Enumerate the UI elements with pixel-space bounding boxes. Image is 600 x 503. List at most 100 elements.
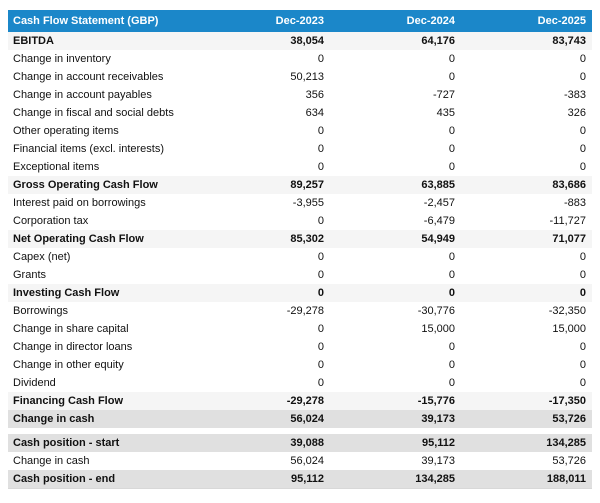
row-value: -15,776 (330, 392, 461, 410)
column-header-dec-2023: Dec-2023 (199, 10, 330, 32)
row-value: 0 (330, 122, 461, 140)
table-row: Grants 0 0 0 (8, 266, 592, 284)
row-value: 0 (199, 158, 330, 176)
row-value: 53,726 (461, 410, 592, 428)
row-value: 38,054 (199, 32, 330, 50)
row-value: 89,257 (199, 176, 330, 194)
row-value: 134,285 (330, 470, 461, 489)
row-value: 0 (330, 266, 461, 284)
row-value: 134,285 (461, 434, 592, 452)
row-value: 0 (330, 356, 461, 374)
row-value: 0 (461, 374, 592, 392)
row-value: 0 (199, 212, 330, 230)
row-label: Change in director loans (8, 338, 199, 356)
row-value: 85,302 (199, 230, 330, 248)
row-value: 83,743 (461, 32, 592, 50)
table-row: Change in cash 56,024 39,173 53,726 (8, 452, 592, 470)
row-value: 39,173 (330, 410, 461, 428)
row-value: 56,024 (199, 410, 330, 428)
row-value (330, 428, 461, 434)
row-value: 435 (330, 104, 461, 122)
table-header-row: Cash Flow Statement (GBP) Dec-2023 Dec-2… (8, 10, 592, 32)
table-row: Gross Operating Cash Flow 89,257 63,885 … (8, 176, 592, 194)
cash-flow-statement-page: Cash Flow Statement (GBP) Dec-2023 Dec-2… (8, 10, 592, 489)
row-value: 0 (199, 248, 330, 266)
table-row: EBITDA 38,054 64,176 83,743 (8, 32, 592, 50)
row-value: 0 (199, 356, 330, 374)
row-label: Exceptional items (8, 158, 199, 176)
row-value: 0 (461, 68, 592, 86)
table-row: Capex (net) 0 0 0 (8, 248, 592, 266)
table-row: Net Operating Cash Flow 85,302 54,949 71… (8, 230, 592, 248)
row-value: 0 (330, 374, 461, 392)
table-row: Change in account receivables 50,213 0 0 (8, 68, 592, 86)
row-value: 0 (461, 356, 592, 374)
row-value: 0 (199, 122, 330, 140)
table-row: Change in share capital 0 15,000 15,000 (8, 320, 592, 338)
row-value: -6,479 (330, 212, 461, 230)
table-row: Interest paid on borrowings -3,955 -2,45… (8, 194, 592, 212)
row-value: 188,011 (461, 470, 592, 489)
table-row: Investing Cash Flow 0 0 0 (8, 284, 592, 302)
row-value: -727 (330, 86, 461, 104)
table-row: Change in cash 56,024 39,173 53,726 (8, 410, 592, 428)
table-row: Exceptional items 0 0 0 (8, 158, 592, 176)
row-value: 63,885 (330, 176, 461, 194)
row-value: 95,112 (330, 434, 461, 452)
column-header-dec-2024: Dec-2024 (330, 10, 461, 32)
row-label: Change in share capital (8, 320, 199, 338)
row-label: Change in cash (8, 452, 199, 470)
row-label: Dividend (8, 374, 199, 392)
cash-flow-table: Cash Flow Statement (GBP) Dec-2023 Dec-2… (8, 10, 592, 489)
row-value: 54,949 (330, 230, 461, 248)
row-value: 56,024 (199, 452, 330, 470)
row-value: 0 (330, 338, 461, 356)
row-value: -383 (461, 86, 592, 104)
row-value: 0 (199, 284, 330, 302)
table-body: EBITDA 38,054 64,176 83,743 Change in in… (8, 32, 592, 489)
row-value: -3,955 (199, 194, 330, 212)
row-label: Change in cash (8, 410, 199, 428)
row-label: Interest paid on borrowings (8, 194, 199, 212)
row-value: 0 (461, 140, 592, 158)
row-label: Investing Cash Flow (8, 284, 199, 302)
row-value: 83,686 (461, 176, 592, 194)
row-label: Net Operating Cash Flow (8, 230, 199, 248)
row-label: Change in account payables (8, 86, 199, 104)
row-value: 0 (199, 50, 330, 68)
row-value: 15,000 (461, 320, 592, 338)
row-value: 0 (199, 374, 330, 392)
table-row: Cash position - start 39,088 95,112 134,… (8, 434, 592, 452)
row-label: Change in inventory (8, 50, 199, 68)
row-label (8, 428, 199, 434)
table-row: Change in director loans 0 0 0 (8, 338, 592, 356)
row-label: Gross Operating Cash Flow (8, 176, 199, 194)
table-row: Cash position - end 95,112 134,285 188,0… (8, 470, 592, 489)
row-value: 15,000 (330, 320, 461, 338)
row-value: 0 (199, 320, 330, 338)
row-value: 0 (199, 140, 330, 158)
row-label: Cash position - start (8, 434, 199, 452)
row-value: 0 (461, 50, 592, 68)
row-value: 0 (199, 266, 330, 284)
table-row: Change in fiscal and social debts 634 43… (8, 104, 592, 122)
row-value: 0 (461, 122, 592, 140)
row-value: 0 (330, 248, 461, 266)
row-value: 634 (199, 104, 330, 122)
row-value: 0 (461, 266, 592, 284)
row-label: Other operating items (8, 122, 199, 140)
table-row: Corporation tax 0 -6,479 -11,727 (8, 212, 592, 230)
row-value (461, 428, 592, 434)
row-value (199, 428, 330, 434)
row-value: -11,727 (461, 212, 592, 230)
row-value: 53,726 (461, 452, 592, 470)
column-header-dec-2025: Dec-2025 (461, 10, 592, 32)
row-value: -29,278 (199, 392, 330, 410)
table-row: Change in other equity 0 0 0 (8, 356, 592, 374)
row-value: 71,077 (461, 230, 592, 248)
spacer-row (8, 428, 592, 434)
row-value: 0 (461, 158, 592, 176)
row-label: Change in other equity (8, 356, 199, 374)
row-value: 39,173 (330, 452, 461, 470)
row-value: 50,213 (199, 68, 330, 86)
